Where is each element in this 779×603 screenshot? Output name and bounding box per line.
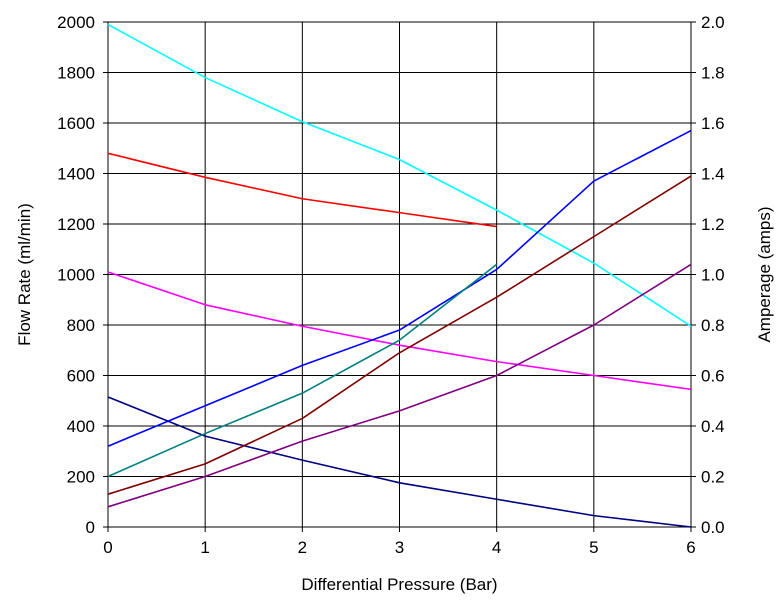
y2-tick-label: 1.8 [701,64,725,83]
y2-tick-label: 1.6 [701,114,725,133]
x-tick-label: 4 [492,538,501,557]
series-line-5 [107,129,692,447]
y2-tick-label: 0.4 [701,417,725,436]
x-tick-label: 5 [589,538,598,557]
series-line-2 [107,152,497,228]
series-layer [107,23,692,528]
y2-tick-label: 0.2 [701,468,725,487]
y2-axis-title: Amperage (amps) [755,206,774,342]
x-tick-label: 2 [298,538,307,557]
y-tick-labels: 0 200 400 600 800 1000 1200 1400 1600 1800 2000 [57,13,108,537]
y2-tick-label: 0.6 [701,367,725,386]
y2-tick-label: 1.4 [701,165,725,184]
y-tick-label: 200 [67,468,95,487]
y2-tick-label: 2.0 [701,13,725,32]
y-tick-label: 600 [67,367,95,386]
y-tick-label: 0 [86,518,95,537]
y-tick-label: 800 [67,316,95,335]
x-axis-title: Differential Pressure (Bar) [301,575,497,594]
y2-tick-label: 0.0 [701,518,725,537]
series-line-1 [107,23,692,327]
y2-tick-label: 0.8 [701,316,725,335]
y-tick-label: 1000 [57,266,95,285]
series-line-7 [107,175,692,495]
series-line-3 [107,271,692,391]
y-tick-label: 1600 [57,114,95,133]
y-axis-title: Flow Rate (ml/min) [15,203,34,346]
x-tick-label: 0 [103,538,112,557]
y2-tick-labels: 0.0 0.2 0.4 0.6 0.8 1.0 1.2 1.4 1.6 1.8 2.0 [691,13,725,537]
y-tick-label: 400 [67,417,95,436]
y2-tick-label: 1.2 [701,215,725,234]
x-tick-labels: 0 1 2 3 4 5 6 [103,527,696,557]
x-tick-label: 1 [200,538,209,557]
grid [108,22,691,527]
y-tick-label: 1800 [57,64,95,83]
y-tick-label: 2000 [57,13,95,32]
y-tick-label: 1400 [57,165,95,184]
series-line-6 [107,263,498,478]
x-tick-label: 6 [686,538,695,557]
series-line-4 [107,396,692,528]
y-tick-label: 1200 [57,215,95,234]
x-tick-label: 3 [395,538,404,557]
y2-tick-label: 1.0 [701,266,725,285]
series-line-8 [107,263,692,508]
